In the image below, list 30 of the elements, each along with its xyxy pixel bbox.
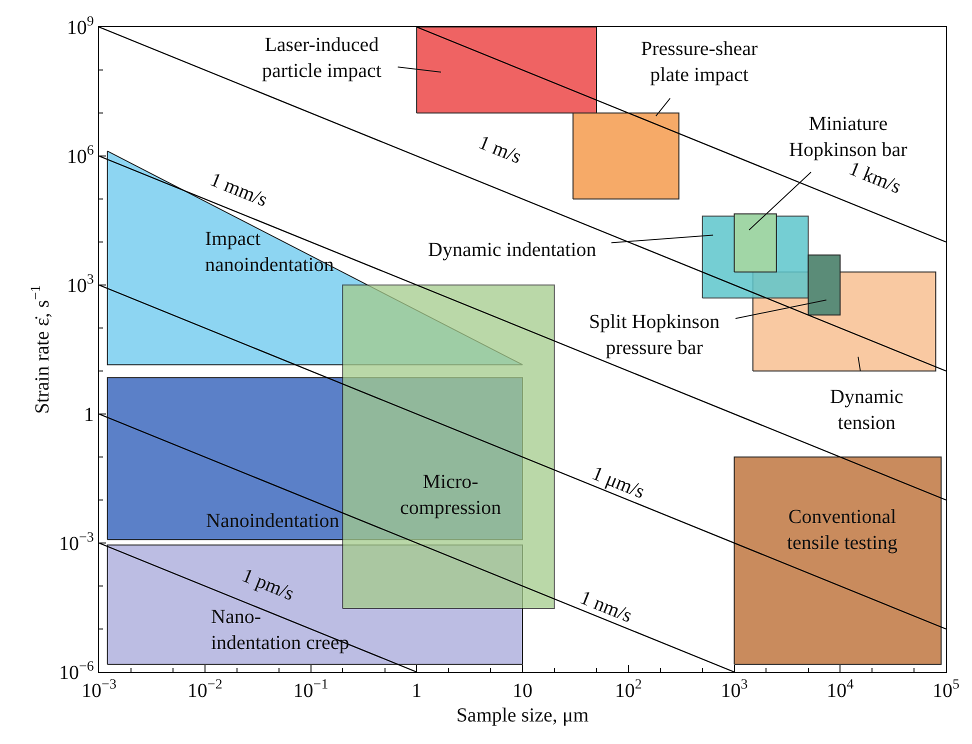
x-tick-label: 10 <box>512 680 532 702</box>
series-label: Impact nanoindentation <box>205 228 334 276</box>
text: 1 m/s <box>475 131 525 168</box>
text: Split Hopkinson pressure bar <box>589 311 720 359</box>
x-tick-label: 10$^{5}$ <box>932 678 960 702</box>
text: 1 nm/s <box>576 586 636 628</box>
x-tick-label: 10$^{4}$ <box>826 678 854 702</box>
series-label: Pressure-shear plate impact <box>641 38 758 86</box>
y-tick-label: 10$^{−3}$ <box>58 530 94 555</box>
y-tick-label: 1 <box>84 404 94 426</box>
text: Dynamic indentation <box>428 239 596 261</box>
x-tick-label: 10$^{3}$ <box>720 678 748 702</box>
series-label: Laser-induced particle impact <box>262 34 382 82</box>
y-tick-label: 10$^{6}$ <box>66 144 94 168</box>
text: 1 pm/s <box>238 564 298 606</box>
y-tick-label: 10$^{3}$ <box>66 272 94 297</box>
series-label: Nanoindentation <box>206 510 340 532</box>
x-tick-label: 10$^{−2}$ <box>187 678 222 702</box>
x-tick-label: 1 <box>412 680 422 702</box>
x-tick-label: 10$^{2}$ <box>614 678 642 702</box>
series-label: Nano- indentation creep <box>211 606 350 654</box>
x-axis-title: Sample size, μm <box>456 704 590 727</box>
y-tick-label: 10$^{9}$ <box>66 14 94 39</box>
series-label: Micro- compression <box>400 471 502 519</box>
text: 1 μm/s <box>588 462 648 504</box>
text: 1 mm/s <box>207 168 271 212</box>
series-label: Conventional tensile testing <box>787 506 898 554</box>
x-tick-label: 10$^{−1}$ <box>293 678 328 702</box>
series-label: Dynamic tension <box>830 386 904 434</box>
y-tick-label: 10$^{−6}$ <box>58 660 94 684</box>
